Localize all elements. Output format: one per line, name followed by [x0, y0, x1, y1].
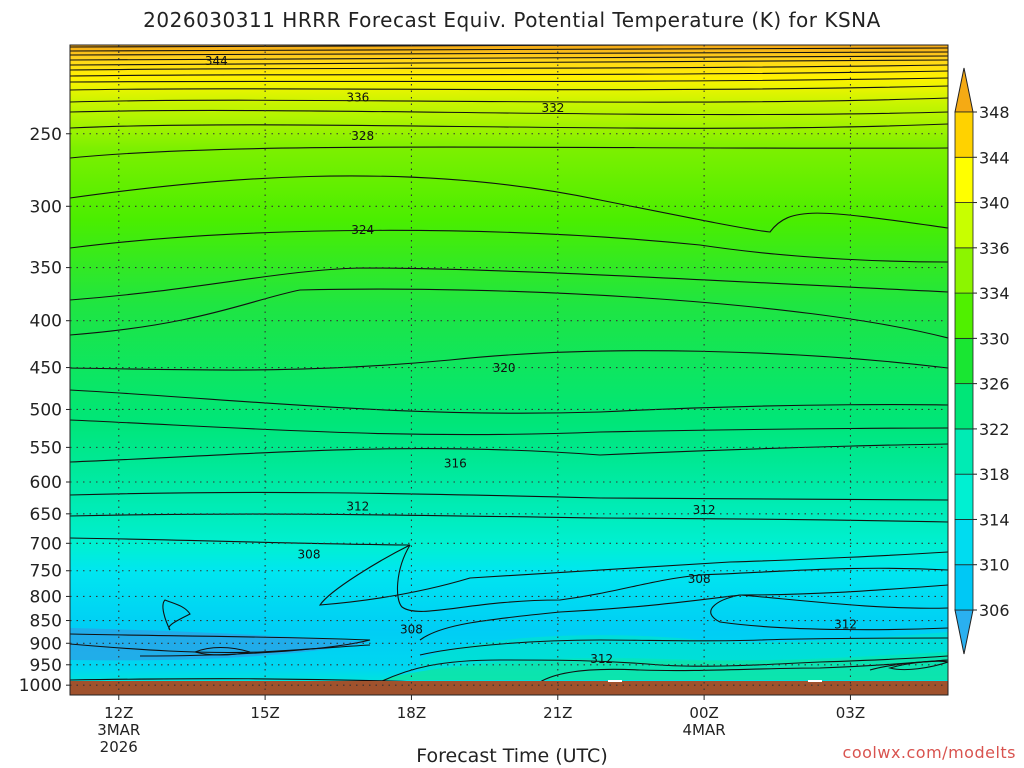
- colorbar-segment: [954, 337, 974, 385]
- terrain-gap: [808, 680, 822, 682]
- colorbar-label: 322: [979, 420, 1010, 439]
- y-axis: 2503003504004505005506006507007508008509…: [19, 125, 70, 696]
- x-tick-label: 12Z: [104, 704, 133, 722]
- colorbar-label: 306: [979, 601, 1010, 620]
- contour-lines: [70, 45, 948, 683]
- colorbar-min-arrow: [954, 609, 974, 655]
- colorbar-segment: [954, 247, 974, 294]
- chart-title: 2026030311 HRRR Forecast Equiv. Potentia…: [143, 8, 881, 32]
- colorbar-label: 348: [979, 103, 1010, 122]
- x-tick-sublabel: 2026: [100, 738, 138, 756]
- contour-label: 312: [590, 652, 613, 666]
- colorbar-max-arrow: [954, 67, 974, 113]
- x-tick-label: 03Z: [836, 704, 865, 722]
- colorbar-label: 330: [979, 329, 1010, 348]
- contour-label: 308: [400, 622, 423, 636]
- contour-label: 332: [541, 101, 564, 115]
- cool-blob: [70, 628, 370, 661]
- contour-label: 308: [688, 572, 711, 586]
- x-tick-label: 21Z: [543, 704, 572, 722]
- terrain-surface: [70, 681, 948, 695]
- y-tick-label: 750: [30, 562, 62, 582]
- contour-label: 312: [693, 503, 716, 517]
- y-tick-label: 500: [30, 400, 62, 420]
- warm-surface-patch: [380, 652, 948, 680]
- plot-area: [70, 45, 948, 695]
- colorbar-segment: [954, 473, 974, 520]
- colorbar-label: 340: [979, 194, 1010, 213]
- y-tick-label: 650: [30, 505, 62, 525]
- y-tick-label: 1000: [19, 676, 62, 696]
- y-tick-label: 250: [30, 125, 62, 145]
- x-tick-sublabel: 4MAR: [683, 721, 726, 739]
- colorbar: 306 310 314 318 322 326 330 334 336 340 344 348: [954, 67, 1010, 655]
- colorbar-label: 318: [979, 465, 1010, 484]
- colorbar-label: 326: [979, 375, 1010, 394]
- colorbar-label: 314: [979, 510, 1010, 529]
- colorbar-segment: [954, 156, 974, 203]
- colorbar-label: 334: [979, 284, 1010, 303]
- contour-label: 336: [346, 91, 369, 105]
- colorbar-segment: [954, 519, 974, 566]
- y-tick-label: 800: [30, 587, 62, 607]
- y-tick-label: 950: [30, 656, 62, 676]
- y-tick-label: 600: [30, 473, 62, 493]
- x-tick-sublabel: 3MAR: [97, 721, 140, 739]
- colorbar-segment: [954, 564, 974, 611]
- credit-link[interactable]: coolwx.com/modelts: [842, 743, 1016, 762]
- contour-label: 320: [493, 361, 516, 375]
- x-tick-label: 00Z: [689, 704, 718, 722]
- colorbar-segment: [954, 383, 974, 430]
- y-tick-label: 450: [30, 359, 62, 379]
- x-tick-label: 15Z: [250, 704, 279, 722]
- contour-label: 316: [444, 456, 467, 470]
- colorbar-segment: [954, 292, 974, 339]
- contour-label: 328: [351, 129, 374, 143]
- gridlines: [70, 45, 948, 695]
- colorbar-label: 344: [979, 148, 1010, 167]
- colorbar-segment: [954, 428, 974, 475]
- colorbar-segment: [954, 111, 974, 158]
- colorbar-label: 310: [979, 556, 1010, 575]
- y-tick-label: 900: [30, 634, 62, 654]
- contour-label: 324: [351, 223, 374, 237]
- y-tick-label: 700: [30, 534, 62, 554]
- contour-label: 308: [298, 547, 321, 561]
- contour-label: 312: [346, 499, 369, 513]
- y-tick-label: 400: [30, 312, 62, 332]
- y-tick-label: 850: [30, 612, 62, 632]
- x-axis-label: Forecast Time (UTC): [416, 745, 608, 767]
- terrain-gap: [608, 680, 622, 682]
- y-tick-label: 350: [30, 259, 62, 279]
- colorbar-segment: [954, 202, 974, 249]
- y-tick-label: 550: [30, 438, 62, 458]
- contour-label: 344: [205, 54, 228, 68]
- contour-labels: 344 336 332 328 324 320 316 312 312 308 308 308 312 3…: [205, 54, 857, 666]
- colorbar-label: 336: [979, 239, 1010, 258]
- contour-label: 312: [834, 617, 857, 631]
- y-tick-label: 300: [30, 197, 62, 217]
- plot-frame: [69, 44, 949, 696]
- x-tick-label: 18Z: [397, 704, 426, 722]
